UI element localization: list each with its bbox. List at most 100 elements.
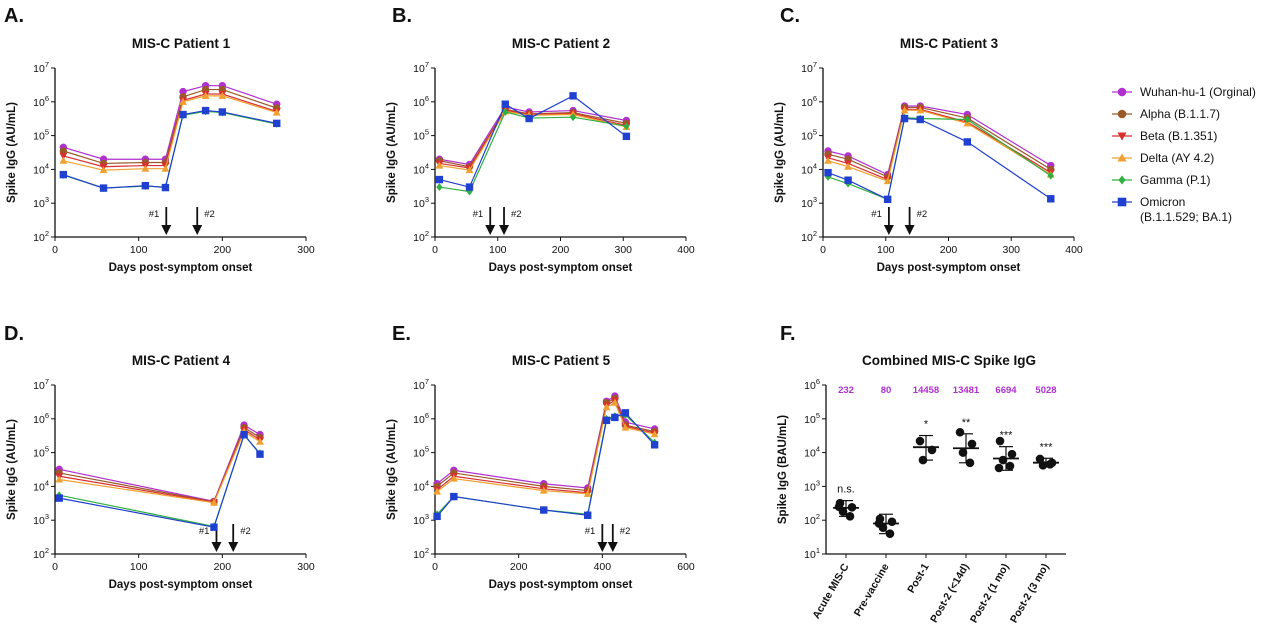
data-point: [256, 437, 264, 445]
panel-title: MIS-C Patient 5: [512, 353, 611, 368]
y-tick-label: 101: [804, 546, 820, 561]
series-line: [439, 106, 627, 166]
x-tick-label: 0: [52, 561, 58, 573]
panel-title: MIS-C Patient 2: [512, 36, 610, 51]
x-tick-label: 200: [214, 244, 232, 256]
y-tick-label: 105: [413, 445, 429, 460]
data-point: [915, 436, 925, 446]
dose-label: #2: [204, 209, 215, 220]
data-point: [273, 119, 281, 128]
y-tick-label: 102: [801, 229, 817, 244]
y-tick-label: 106: [801, 94, 817, 109]
y-tick-label: 102: [413, 546, 429, 561]
series-line: [439, 109, 627, 169]
y-tick-label: 102: [413, 229, 429, 244]
dose-label: #2: [240, 526, 251, 537]
panel-letter: D.: [4, 323, 24, 345]
y-tick-label: 103: [33, 512, 49, 527]
legend-item: Omicron(B.1.1.529; BA.1): [1112, 195, 1232, 224]
data-point: [927, 445, 937, 455]
data-point: [963, 138, 972, 146]
panel-letter: F.: [780, 323, 796, 345]
y-tick-label: 107: [33, 60, 49, 75]
y-tick-label: 106: [413, 94, 429, 109]
x-axis-label: Days post-symptom onset: [109, 262, 253, 274]
median-label: 5028: [1035, 385, 1056, 396]
legend-label: Alpha (B.1.1.7): [1140, 107, 1220, 121]
data-point: [916, 115, 924, 124]
dose-label: #2: [511, 209, 522, 220]
x-tick-label: 400: [594, 561, 612, 573]
legend: Wuhan-hu-1 (Orginal) Alpha (B.1.1.7) Beta …: [1112, 85, 1256, 224]
median-label: 14458: [913, 385, 939, 396]
x-axis-label: Days post-symptom onset: [489, 262, 633, 274]
median-label: 6694: [995, 385, 1017, 396]
panel-title: MIS-C Patient 1: [132, 36, 231, 51]
data-point: [569, 113, 577, 122]
data-point: [964, 115, 971, 124]
data-point: [450, 492, 458, 501]
x-tick-label: Post-2 (1 mo): [968, 562, 1012, 626]
data-point: [201, 106, 210, 115]
data-point: [179, 97, 187, 105]
dose-arrowhead: [228, 542, 239, 552]
x-tick-label: 100: [489, 244, 507, 256]
dose-arrowhead: [211, 542, 222, 552]
y-axis-label: Spike IgG (AU/mL): [6, 102, 18, 203]
data-point: [916, 106, 925, 114]
panel-4: D. MIS-C Patient 4 102 103 104 105 106 107 0 100 2…: [4, 323, 315, 591]
panel-letter: B.: [392, 5, 412, 27]
data-point: [844, 162, 853, 170]
data-point: [1038, 461, 1048, 470]
y-tick-label: 104: [33, 161, 49, 176]
data-point: [650, 441, 659, 449]
x-tick-label: 0: [52, 244, 58, 256]
dose-arrowhead: [161, 225, 172, 235]
x-tick-label: 200: [510, 561, 528, 573]
y-tick-label: 104: [413, 478, 429, 493]
significance-label: ***: [1040, 441, 1054, 453]
x-tick-label: Acute MIS-C: [810, 561, 852, 621]
data-point: [449, 474, 458, 482]
dose-label: #1: [585, 526, 596, 537]
x-axis-label: Days post-symptom onset: [109, 579, 253, 591]
data-point: [1117, 87, 1127, 97]
data-point: [210, 523, 218, 531]
y-tick-label: 106: [33, 94, 49, 109]
legend-item: Delta (AY 4.2): [1112, 151, 1214, 165]
dose-label: #2: [620, 526, 631, 537]
data-point: [918, 455, 928, 465]
data-point: [1005, 461, 1015, 471]
data-point: [650, 430, 659, 438]
x-tick-label: 100: [877, 244, 895, 256]
panel-letter: C.: [780, 5, 800, 27]
legend-label: Beta (B.1.351): [1140, 129, 1217, 143]
data-point: [218, 108, 227, 116]
data-point: [539, 486, 548, 494]
dose-arrowhead: [597, 542, 608, 552]
x-axis-label: Days post-symptom onset: [877, 262, 1021, 274]
series-line: [59, 430, 261, 504]
y-tick-label: 103: [801, 195, 817, 210]
data-point: [59, 152, 68, 160]
significance-label: ***: [1000, 430, 1014, 442]
data-point: [1047, 195, 1055, 203]
data-point: [887, 517, 897, 527]
y-tick-label: 103: [413, 512, 429, 527]
y-tick-label: 105: [413, 128, 429, 143]
x-tick-label: 300: [297, 561, 315, 573]
y-tick-label: 105: [804, 411, 820, 426]
y-tick-label: 103: [804, 478, 820, 493]
dose-arrowhead: [883, 225, 894, 235]
y-tick-label: 107: [801, 60, 817, 75]
data-point: [179, 110, 187, 119]
y-tick-label: 105: [33, 128, 49, 143]
significance-label: n.s.: [837, 484, 855, 496]
data-point: [621, 423, 630, 431]
data-point: [602, 416, 611, 425]
data-point: [611, 413, 619, 422]
x-tick-label: 300: [1002, 244, 1020, 256]
x-tick-label: Post-2 (3 mo): [1008, 562, 1052, 626]
data-point: [583, 489, 592, 497]
